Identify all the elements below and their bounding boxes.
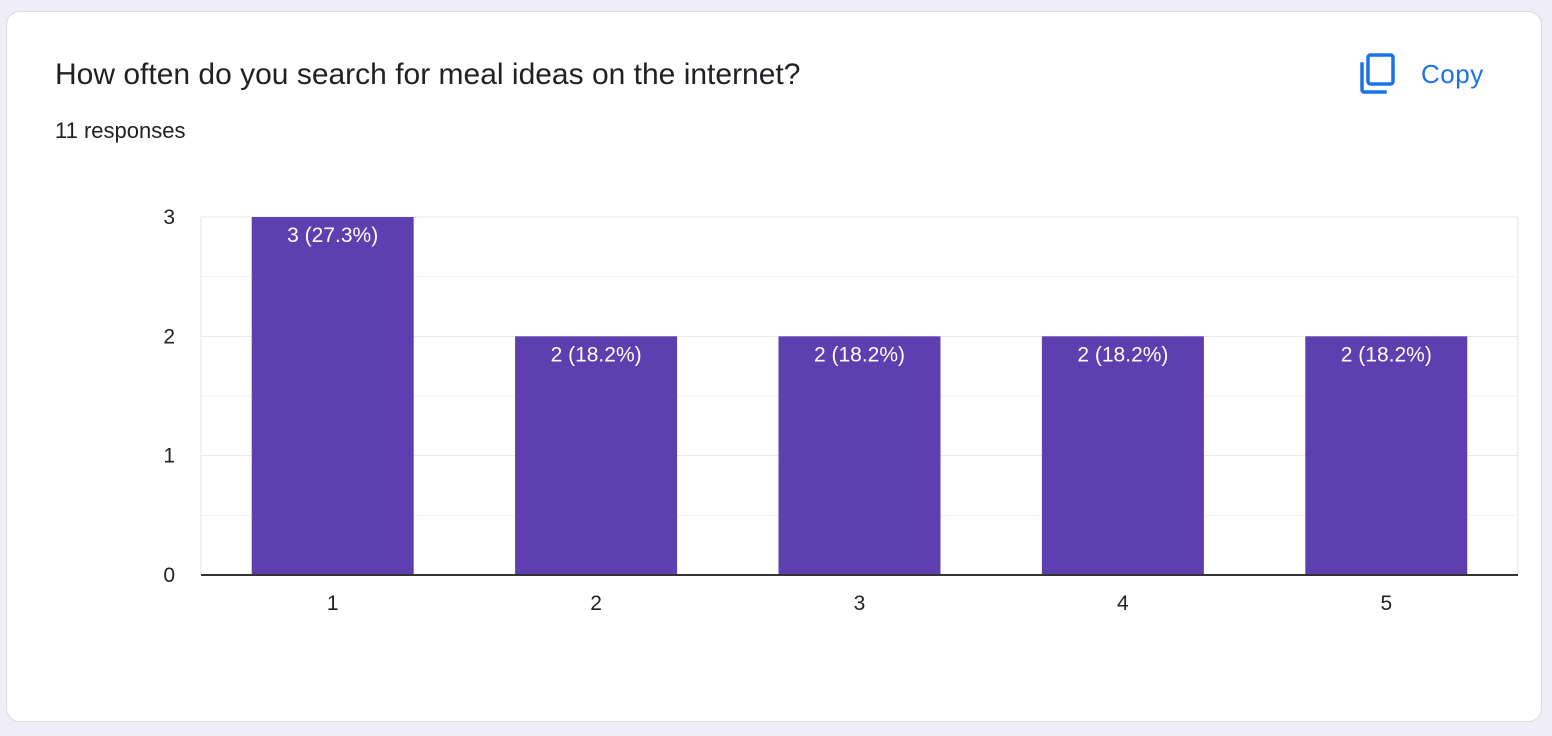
- bar: [1041, 336, 1204, 575]
- copy-icon: [1359, 53, 1397, 95]
- x-tick-label: 2: [590, 592, 602, 615]
- y-tick-label: 2: [163, 325, 175, 348]
- copy-button-label: Copy: [1421, 58, 1484, 89]
- bar-data-label: 2 (18.2%): [1077, 343, 1168, 366]
- x-tick-label: 1: [327, 592, 339, 615]
- x-tick-label: 3: [854, 592, 866, 615]
- copy-button[interactable]: Copy: [1349, 48, 1494, 100]
- bar-data-label: 2 (18.2%): [814, 343, 905, 366]
- y-tick-label: 3: [163, 206, 175, 229]
- y-tick-label: 0: [163, 564, 175, 587]
- bar: [1305, 336, 1468, 575]
- x-tick-label: 4: [1117, 592, 1129, 615]
- bar: [778, 336, 941, 575]
- bar: [515, 336, 678, 575]
- y-tick-label: 1: [163, 445, 175, 468]
- chart-card: How often do you search for meal ideas o…: [6, 11, 1542, 722]
- response-count: 11 responses: [55, 118, 186, 143]
- bar-data-label: 2 (18.2%): [551, 343, 642, 366]
- bar-chart: 0 1 2 3 3 (27.3%) 1 2 (18.2%) 2 2 (18.2%) 3 2 (18.…: [163, 206, 1519, 615]
- question-title: How often do you search for meal ideas o…: [55, 58, 801, 91]
- bar-data-label: 2 (18.2%): [1341, 343, 1432, 366]
- bar-data-label: 3 (27.3%): [287, 224, 378, 247]
- x-tick-label: 5: [1380, 592, 1392, 615]
- bar: [251, 217, 414, 575]
